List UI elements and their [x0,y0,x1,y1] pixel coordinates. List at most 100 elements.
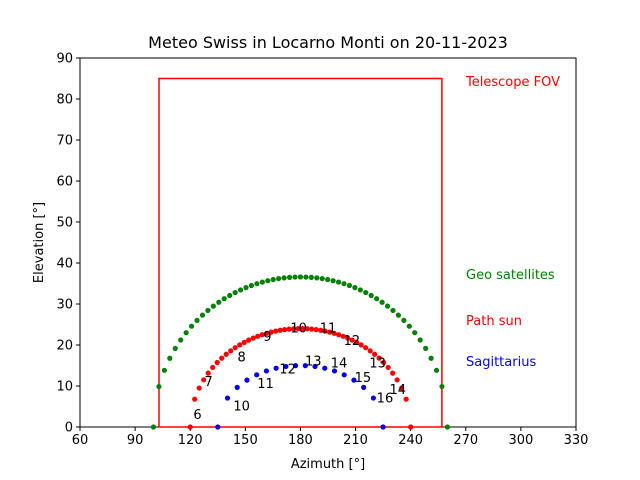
data-point [308,274,314,280]
data-point [178,337,184,343]
data-point [286,274,293,280]
y-tick-label: 70 [56,134,73,149]
y-tick-label: 20 [56,339,73,354]
data-point [380,424,386,430]
x-tick-label: 270 [453,433,478,448]
legend-telescope-fov: Telescope FOV [465,75,560,90]
data-point [244,377,250,383]
data-point [199,312,206,318]
x-tick-label: 120 [178,433,203,448]
data-point [390,307,396,314]
data-point [313,327,319,333]
data-point [291,326,297,332]
data-point [254,372,260,378]
y-tick-label: 60 [56,175,73,190]
data-point [433,367,440,373]
data-point [254,281,260,287]
data-point [237,287,244,293]
data-point [273,365,279,371]
data-point [309,326,315,332]
data-point [292,363,299,369]
data-point [401,317,407,323]
data-point [187,424,193,430]
data-point [331,330,337,336]
y-axis-label: Elevation [°] [32,202,47,283]
data-point [312,363,318,370]
data-point [232,345,238,351]
data-point [194,317,200,323]
data-point [303,274,309,280]
data-point [412,330,418,336]
data-point [205,370,211,376]
y-tick-label: 30 [56,298,73,313]
data-point [265,278,271,284]
data-point [270,276,276,283]
data-point [374,296,380,302]
data-point [385,364,391,371]
data-point [205,307,211,314]
data-point [215,424,221,430]
data-point [297,274,304,280]
data-point [368,292,374,299]
data-point [300,326,306,332]
x-tick-label: 150 [233,433,258,448]
data-point [259,279,265,285]
data-point [384,303,391,309]
data-point [349,337,355,343]
telescope-fov [158,77,443,428]
data-point [161,367,167,373]
hour-label: 8 [238,350,246,365]
x-tick-label: 300 [508,433,533,448]
data-point [403,396,409,402]
data-point [322,365,328,371]
series-group [150,274,451,430]
data-point [281,275,287,281]
data-point [395,312,402,318]
data-point [228,348,234,354]
data-point [277,327,283,333]
data-point [331,368,338,374]
y-axis: 0 10 20 30 40 50 60 70 80 90 [56,52,80,436]
data-point [259,332,265,338]
data-point [370,395,376,401]
data-point [241,339,247,345]
data-point [227,292,233,299]
data-point [381,359,387,366]
data-point [219,355,225,361]
data-point [367,348,373,354]
data-point [352,285,358,291]
hour-label: 15 [355,371,372,386]
data-point [336,332,342,338]
data-point [214,359,220,366]
data-point [268,329,274,335]
data-point [264,330,270,336]
data-point [232,289,238,296]
data-point [346,282,353,289]
data-point [399,385,405,391]
data-point [351,377,357,383]
series-path-sun [187,326,414,430]
data-point [304,326,310,332]
data-point [390,370,396,376]
hour-label: 14 [390,383,407,398]
data-point [283,363,289,370]
data-point [372,351,378,357]
data-point [408,424,414,430]
data-point [439,383,445,390]
data-point [255,333,261,339]
data-point [363,289,369,296]
data-point [330,278,336,284]
data-point [234,384,240,390]
y-tick-label: 90 [56,52,73,67]
data-point [354,339,360,345]
x-axis-label: Azimuth [°] [291,457,365,472]
data-point [325,276,331,283]
hour-labels: 6 7 8 9 10 11 12 13 14 10 11 12 13 14 15 16 [193,322,406,423]
data-point [314,275,320,281]
data-point [276,275,282,282]
series-geo-satellites [150,274,451,430]
y-tick-label: 80 [56,93,73,108]
y-tick-label: 0 [65,421,73,436]
hour-label: 13 [369,357,386,372]
data-point [286,326,292,332]
